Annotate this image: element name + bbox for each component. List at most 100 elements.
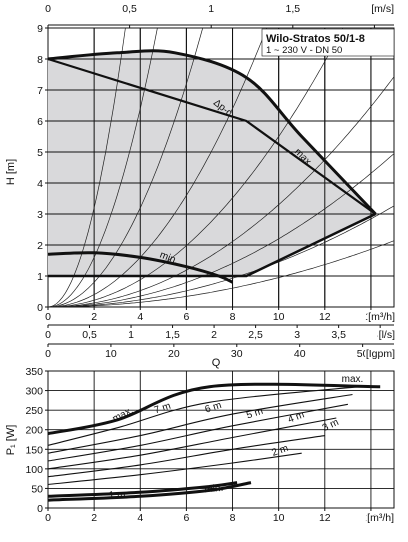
power-x-tick-label: 10: [273, 512, 285, 524]
system-curve: [47, 27, 268, 308]
power-x-tick-label: 12: [319, 512, 331, 524]
hq-y-tick: 6: [37, 116, 43, 128]
x-tick-label: 0,5: [82, 329, 97, 341]
power-series: max. 7 m 6 m 5 m 4 m 3 m 2 m 1 m min. max.: [47, 374, 381, 502]
x-unit-label: [Igpm]: [366, 348, 395, 360]
x-tick-label: 3,5: [331, 329, 346, 341]
x-tick-label: 1,5: [165, 329, 180, 341]
power-y-tick: 150: [25, 444, 43, 456]
x-tick-label: 2,5: [248, 329, 263, 341]
hq-y-tick: 5: [37, 147, 43, 159]
power-series-line: [47, 382, 381, 436]
power-series-line: [47, 417, 337, 470]
top-tick-label: 1: [208, 3, 214, 15]
power-y-tick: 200: [25, 425, 43, 437]
x-tick-label: 0: [45, 348, 51, 360]
chart-title: Wilo-Stratos 50/1-8: [266, 33, 365, 45]
hq-y-tick: 7: [37, 85, 43, 97]
power-x-tick-label: 0: [45, 512, 51, 524]
power-series-line: [47, 435, 325, 478]
system-curve: [47, 153, 395, 308]
power-y-axis-label: P₁ [W]: [5, 425, 17, 456]
hq-y-tick: 9: [37, 23, 43, 35]
hq-y-tick: 8: [37, 54, 43, 66]
chart-subtitle: 1 ~ 230 V - DN 50: [266, 45, 342, 56]
power-series-line: [47, 386, 360, 446]
power-series-label: min.: [204, 483, 224, 496]
power-y-tick: 100: [25, 464, 43, 476]
power-series-line: [47, 452, 302, 486]
hq-y-tick: 4: [37, 178, 43, 190]
top-unit-label: [m/s]: [371, 3, 394, 15]
x-tick-label: 2: [211, 329, 217, 341]
system-curve: [47, 205, 395, 308]
hq-y-tick: 1: [37, 271, 43, 283]
power-x-tick-label: 4: [137, 512, 143, 524]
power-y-tick: 250: [25, 405, 43, 417]
power-series-line: [47, 403, 349, 462]
x-tick-label: 4: [137, 311, 143, 323]
power-series-line: [47, 481, 238, 498]
q-axis-label: Q: [212, 357, 221, 369]
power-series-label: 6 m: [204, 400, 223, 416]
power-x-tick-label: 2: [91, 512, 97, 524]
x-tick-label: 3: [294, 329, 300, 341]
power-series-label: 1 m: [108, 489, 125, 501]
x-tick-label: 6: [183, 311, 189, 323]
x-tick-label: 8: [230, 311, 236, 323]
x-unit-label: [l/s]: [379, 329, 395, 341]
power-series-line: [47, 481, 252, 502]
top-tick-label: 2: [371, 3, 377, 15]
title-box: [261, 28, 395, 57]
power-y-tick: 350: [25, 366, 43, 378]
top-tick-label: 1,5: [286, 3, 301, 15]
power-series-line: [47, 393, 353, 454]
x-tick-label: 30: [231, 348, 243, 360]
hq-y-tick: 3: [37, 209, 43, 221]
system-curve: [47, 27, 204, 308]
top-tick-label: 0: [45, 3, 51, 15]
x-tick-label: 12: [319, 311, 331, 323]
hq-range-fill: [48, 50, 376, 276]
system-curve: [47, 76, 395, 308]
series-line-max: [47, 49, 377, 216]
x-tick-label: 10: [105, 348, 117, 360]
x-tick-label: 4: [377, 329, 383, 341]
system-curve: [47, 27, 344, 308]
x-tick-label: 20: [168, 348, 180, 360]
x-tick-label: 40: [294, 348, 306, 360]
power-plot-area: [47, 370, 395, 509]
power-ticks: 0 50 100 150 200 250 300 350 0 2 4 6 8 10 12 14[m³/h]: [25, 366, 395, 526]
series-line-dpc: [47, 57, 377, 215]
x-tick-label: 2: [91, 311, 97, 323]
hq-system-curves: [47, 27, 395, 308]
power-series-label: 7 m: [153, 401, 172, 417]
series-line-dpc-min: [48, 212, 377, 278]
x-tick-label: 1: [128, 329, 134, 341]
system-curve: [47, 240, 395, 308]
power-series-label: 5 m: [245, 406, 264, 422]
power-x-unit: [m³/h]: [367, 512, 394, 524]
power-grid: [48, 371, 394, 508]
hq-y-axis-label: H [m]: [5, 159, 17, 185]
x-tick-label: 10: [273, 311, 285, 323]
hq-y-tick: 0: [37, 302, 43, 314]
power-y-tick: 300: [25, 386, 43, 398]
power-max-right-label: max.: [342, 374, 364, 385]
system-curve: [47, 27, 126, 308]
power-series-label: 4 m: [286, 409, 306, 425]
system-curve: [47, 27, 158, 308]
x-tick-label: 14: [365, 311, 377, 323]
top-tick-label: 0,5: [122, 3, 137, 15]
power-series-label: 3 m: [321, 417, 341, 434]
hq-y-tick: 2: [37, 240, 43, 252]
power-series-label: 2 m: [270, 443, 289, 459]
x-tick-label: 0: [45, 311, 51, 323]
power-series-label: max.: [111, 405, 135, 425]
x-tick-label: 0: [45, 329, 51, 341]
x-tick-label: 50: [357, 348, 369, 360]
power-x-tick-label: 8: [230, 512, 236, 524]
x-unit-label: [m³/h]: [368, 311, 395, 323]
